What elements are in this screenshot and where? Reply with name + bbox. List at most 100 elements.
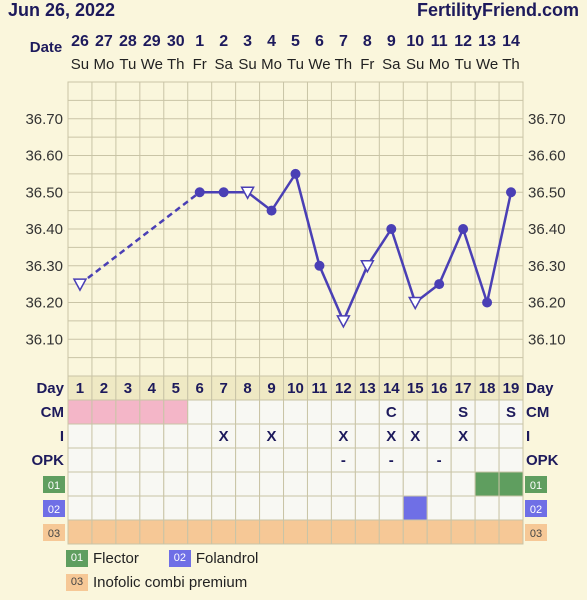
cell <box>450 519 476 545</box>
legend-name-folandrol: Folandrol <box>195 549 259 567</box>
row-cell-mark: X <box>338 428 348 445</box>
cell <box>426 471 452 497</box>
y-tick-label-left: 36.50 <box>25 184 63 201</box>
row-tag-label-right: 01 <box>530 480 542 492</box>
row-cell-mark: X <box>267 428 277 445</box>
row-tag-label-left: 02 <box>48 504 60 516</box>
cell <box>187 519 213 545</box>
row-tag-label-left: 01 <box>48 480 60 492</box>
cell <box>259 447 285 473</box>
cycle-day-label: 8 <box>243 380 251 397</box>
cell <box>426 495 452 521</box>
cell <box>139 495 165 521</box>
temperature-line <box>246 191 273 212</box>
row-cell-mark: - <box>341 452 346 469</box>
row-label-left: OPK <box>31 452 64 469</box>
cell <box>330 399 356 425</box>
cell <box>115 399 141 425</box>
cell <box>67 495 93 521</box>
date-label: 29 <box>143 33 161 50</box>
cell <box>378 495 404 521</box>
cycle-day-label: 16 <box>431 380 448 397</box>
date-label: 2 <box>219 33 228 50</box>
cell <box>306 399 332 425</box>
cell <box>283 471 308 497</box>
date-label: 6 <box>315 33 324 50</box>
cell <box>306 519 332 545</box>
weekday-label: Th <box>335 56 353 73</box>
cell <box>163 447 189 473</box>
date-label: 14 <box>502 33 520 50</box>
cycle-day-label: 4 <box>148 380 157 397</box>
temperature-point <box>482 297 493 308</box>
cycle-day-label: 13 <box>359 380 376 397</box>
date-label: 7 <box>339 33 348 50</box>
y-tick-label-right: 36.60 <box>528 148 566 165</box>
cell <box>187 495 213 521</box>
cycle-day-label: 5 <box>172 380 180 397</box>
temperature-line <box>318 265 345 322</box>
date-label: 30 <box>167 33 185 50</box>
row-tag-label-left: 03 <box>48 528 60 540</box>
y-tick-label-left: 36.40 <box>25 221 63 238</box>
cycle-day-label: 7 <box>219 380 227 397</box>
cell <box>163 471 189 497</box>
date-label: 10 <box>406 33 424 50</box>
cycle-day-label: 2 <box>100 380 108 397</box>
row-cell-mark: X <box>410 428 420 445</box>
date-label: 13 <box>478 33 496 50</box>
cell <box>354 471 380 497</box>
row-cell-mark: X <box>219 428 229 445</box>
cell <box>426 423 452 449</box>
weekday-label: Tu <box>287 56 304 73</box>
cell <box>498 447 524 473</box>
cell <box>354 423 380 449</box>
cycle-day-label: 9 <box>267 380 275 397</box>
cell <box>67 447 93 473</box>
temperature-point <box>386 224 397 234</box>
temperature-line <box>270 173 297 212</box>
temperature-point <box>194 187 205 198</box>
temperature-point-open <box>240 186 255 200</box>
cycle-day-label: 17 <box>455 380 472 397</box>
weekday-label: Mo <box>261 56 282 73</box>
y-tick-label-right: 36.40 <box>528 221 566 238</box>
cell <box>187 423 213 449</box>
temperature-line <box>294 173 321 267</box>
cell <box>163 399 189 425</box>
legend-name-inofolic: Inofolic combi premium <box>93 573 248 591</box>
cycle-day-label: 6 <box>196 380 204 397</box>
cell <box>115 423 141 449</box>
temperature-line <box>485 191 513 303</box>
cell <box>474 423 500 449</box>
date-label: 8 <box>363 33 372 50</box>
cell <box>474 495 500 521</box>
cell <box>498 495 524 521</box>
weekday-label: We <box>141 56 163 73</box>
weekday-label: We <box>476 56 498 73</box>
cell <box>115 447 141 473</box>
cycle-day-label: 15 <box>407 380 424 397</box>
cell <box>450 471 476 497</box>
cell <box>235 519 261 545</box>
cell <box>115 495 141 521</box>
cell <box>139 471 165 497</box>
cell <box>163 423 189 449</box>
cell <box>354 519 380 545</box>
row-cell-mark: C <box>386 404 397 421</box>
cell <box>283 495 308 521</box>
cell <box>211 495 237 521</box>
cell <box>235 399 261 425</box>
y-tick-label-right: 36.70 <box>528 111 566 128</box>
cycle-day-label: 10 <box>287 380 304 397</box>
cell <box>378 471 404 497</box>
cell <box>330 519 356 545</box>
cell <box>91 423 117 449</box>
row-cell-mark: X <box>386 428 396 445</box>
cell <box>235 423 261 449</box>
cell <box>259 471 285 497</box>
cell <box>402 399 428 425</box>
y-tick-label-left: 36.30 <box>25 258 63 275</box>
row-label-right: I <box>526 428 530 445</box>
temperature-point <box>458 224 469 234</box>
